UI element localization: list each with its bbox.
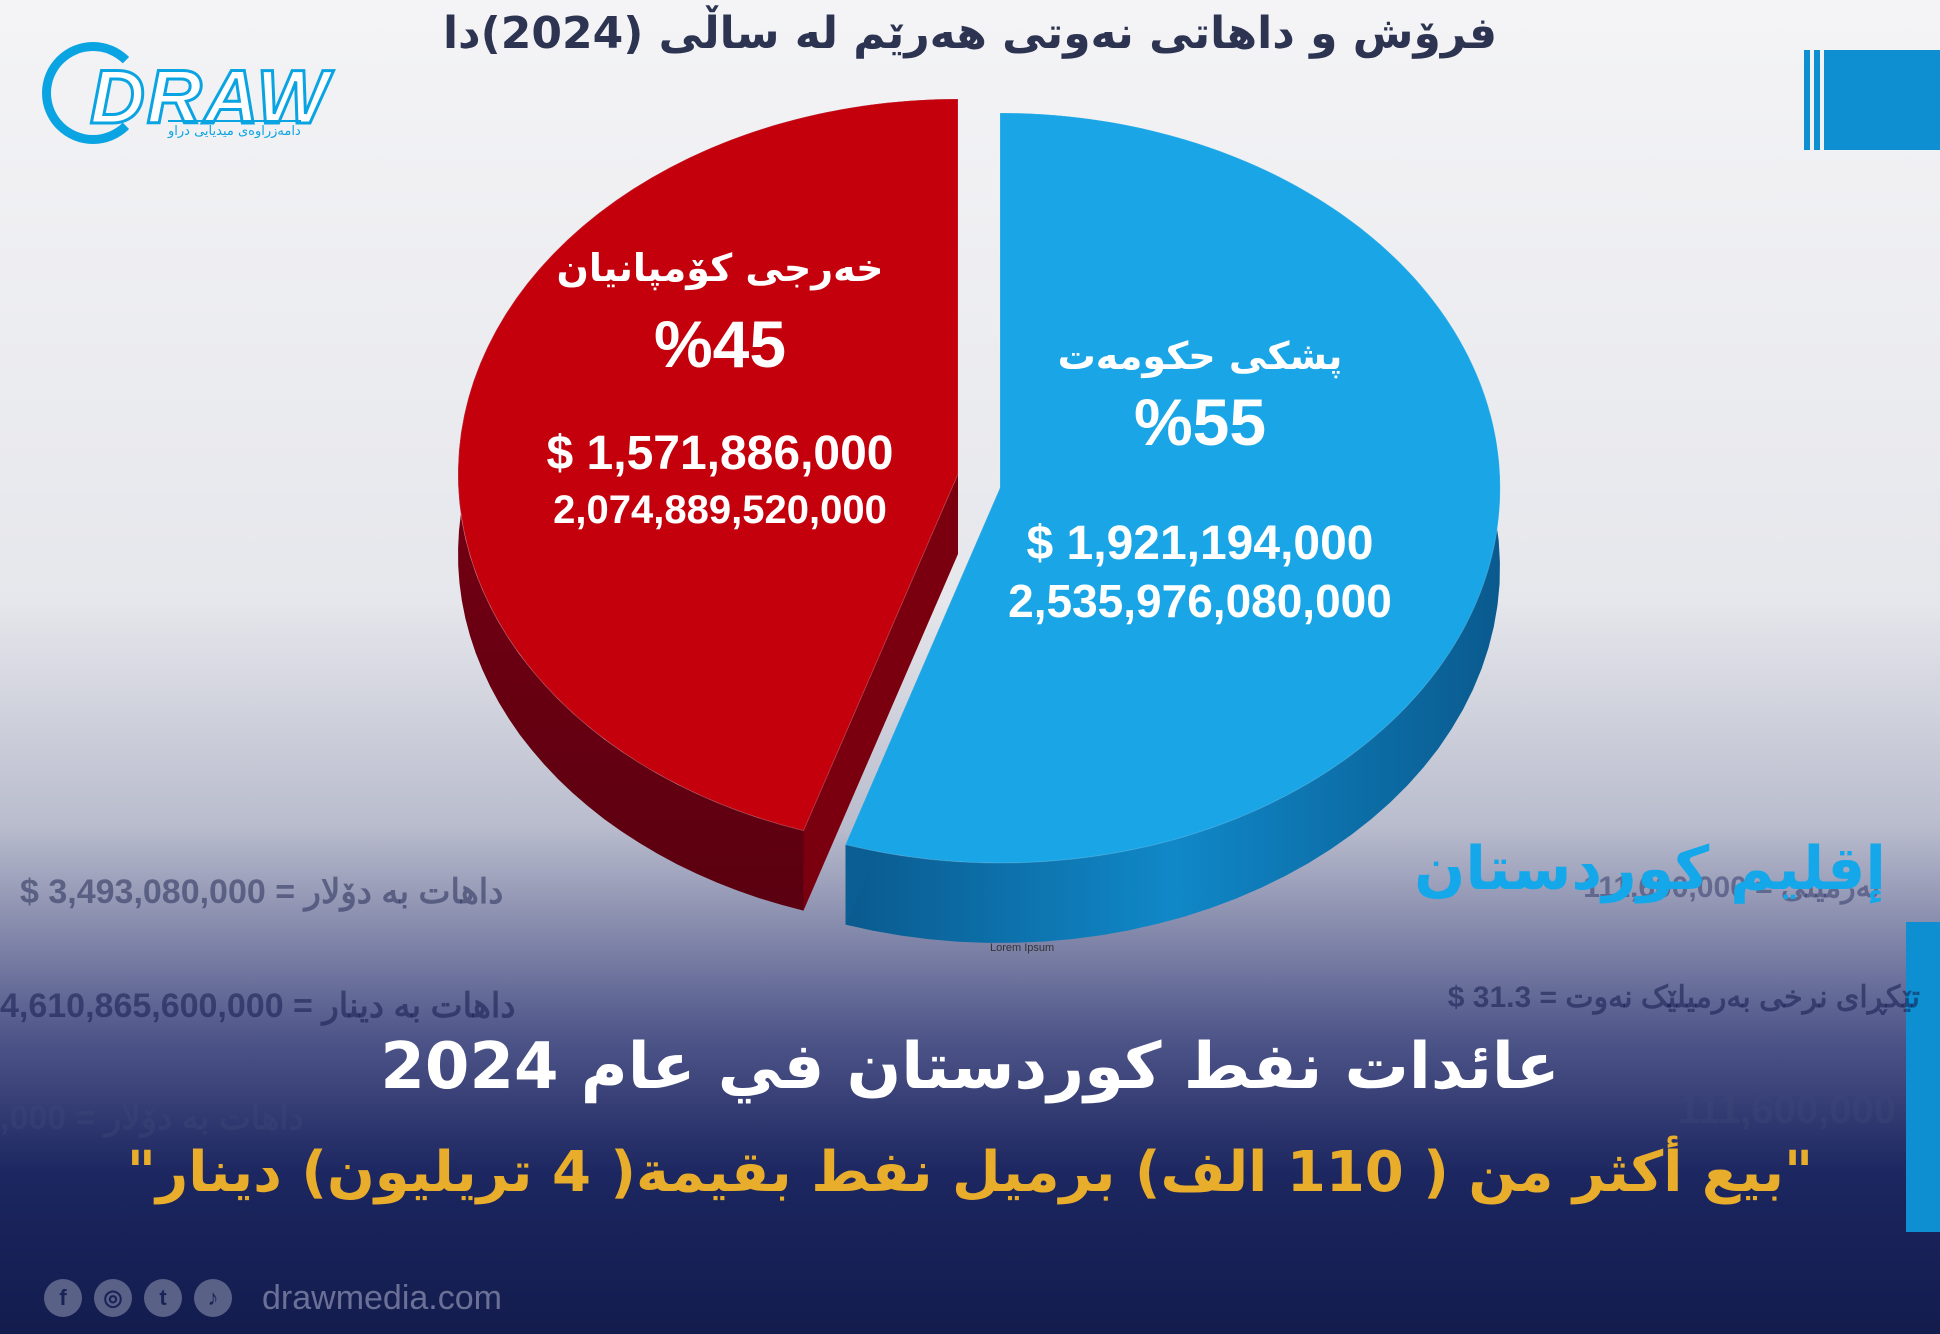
twitter-icon[interactable]: t — [144, 1279, 182, 1317]
region-label: إقليم كوردستان — [1414, 834, 1886, 904]
slice-usd-companies: $ 1,571,886,000 — [546, 427, 894, 480]
bg-revenue-usd: $ 3,493,080,000 = داهات بە دۆلار — [20, 873, 504, 911]
footer: f ◎ t ♪ drawmedia.com — [44, 1276, 502, 1320]
slice-percent-government: %55 — [1133, 385, 1267, 459]
slice-label-companies: خەرجی کۆمپانیان — [556, 246, 884, 290]
logo-tagline: دامەزراوەی میدیایی دراو — [168, 120, 301, 139]
pie-wall-companies — [803, 474, 958, 911]
slice-label-government: پشکی حکومەت — [1057, 334, 1343, 378]
corner-stripes-decoration — [1804, 50, 1940, 150]
tiktok-icon[interactable]: ♪ — [194, 1279, 232, 1317]
pie-side-government — [845, 113, 1500, 943]
site-url-link[interactable]: drawmedia.com — [262, 1278, 502, 1317]
draw-logo: DRAW دامەزراوەی میدیایی دراو — [42, 38, 352, 158]
pie-slice-government — [844, 112, 1501, 864]
bg-barrels-note: بەرمیلی = 111,600,000 — [1583, 871, 1880, 904]
headline: عائدات نفط كوردستان في عام 2024 — [380, 1030, 1560, 1104]
chart-title: فرۆش و داهاتی نەوتی هەرێم لە ساڵی (2024)… — [442, 8, 1498, 59]
logo-circle — [42, 42, 144, 144]
bg-revenue-iqd: 4,610,865,600,000 = داهات بە دینار — [0, 987, 516, 1025]
facebook-icon[interactable]: f — [44, 1279, 82, 1317]
slice-percent-companies: %45 — [653, 307, 787, 381]
bg-barrels: 111,600,000 — [1677, 1088, 1896, 1132]
instagram-icon[interactable]: ◎ — [94, 1279, 132, 1317]
slice-iqd-companies: 2,074,889,520,000 — [553, 488, 887, 532]
slice-usd-government: $ 1,921,194,000 — [1026, 517, 1374, 570]
subheadline: "بيع أكثر من ( 110 الف) برميل نفط بقيمة(… — [126, 1140, 1814, 1205]
logo-wordmark: DRAW — [88, 54, 331, 142]
pie-slice-companies — [457, 98, 959, 832]
chart-note: Lorem Ipsum — [990, 942, 1055, 954]
side-accent-bar — [1906, 922, 1940, 1232]
slice-iqd-government: 2,535,976,080,000 — [1008, 575, 1392, 627]
bg-revenue-usd-2: ,000 = داهات بە دۆلار — [0, 1099, 304, 1137]
bg-avg-price: $ 31.3 = تێکڕای نرخی بەرمیلێک نەوت — [1447, 981, 1920, 1014]
